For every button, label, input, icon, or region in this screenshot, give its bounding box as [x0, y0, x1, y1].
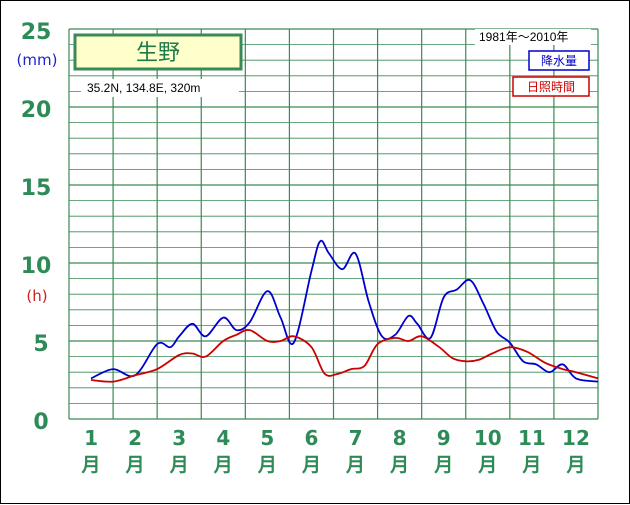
legend-sun-label: 日照時間	[527, 80, 575, 94]
period-text: 1981年〜2010年	[479, 30, 568, 44]
legend: 降水量 日照時間	[512, 50, 590, 97]
station-title: 生野	[136, 41, 180, 66]
y-tick-label-15: 15	[21, 176, 52, 201]
x-tick-label-month-suffix: 月	[521, 454, 541, 476]
x-tick-label-month-suffix: 月	[477, 454, 497, 476]
x-tick-label-month-2: 2	[128, 426, 142, 450]
y-tick-label-10: 10	[21, 254, 52, 279]
x-tick-label-month-suffix: 月	[81, 454, 101, 476]
x-tick-label-month-11: 11	[518, 426, 546, 450]
x-tick-label-month-3: 3	[172, 426, 186, 450]
series-line-sunshine	[90, 329, 599, 383]
x-tick-label-month-suffix: 月	[301, 454, 321, 476]
x-tick-label-month-suffix: 月	[433, 454, 453, 476]
legend-precip-label: 降水量	[541, 54, 577, 68]
x-tick-label-month-suffix: 月	[389, 454, 409, 476]
series-line-precipitation	[90, 239, 599, 383]
x-tick-label-month-10: 10	[474, 426, 502, 450]
x-tick-label-month-1: 1	[84, 426, 98, 450]
x-tick-label-month-suffix: 月	[565, 454, 585, 476]
x-tick-label-month-7: 7	[349, 426, 363, 450]
x-tick-label-month-suffix: 月	[125, 454, 145, 476]
precip-unit-label: (mm)	[17, 51, 58, 69]
legend-sun-box	[512, 76, 590, 97]
x-tick-label-month-suffix: 月	[257, 454, 277, 476]
x-tick-label-month-6: 6	[304, 426, 318, 450]
grid-lines	[68, 28, 599, 420]
location-text: 35.2N, 134.8E, 320m	[87, 81, 200, 95]
sunshine-unit-label: (h)	[26, 287, 47, 305]
x-tick-label-month-5: 5	[260, 426, 274, 450]
x-tick-label-month-suffix: 月	[345, 454, 365, 476]
x-tick-label-month-9: 9	[437, 426, 451, 450]
legend-precip-box	[528, 50, 590, 71]
y-tick-label-25: 25	[21, 20, 52, 45]
x-tick-label-month-8: 8	[393, 426, 407, 450]
y-tick-labels: 0 5 10 15 20 25	[21, 20, 52, 435]
x-tick-label-month-4: 4	[216, 426, 230, 450]
x-tick-label-month-12: 12	[562, 426, 590, 450]
y-tick-label-0: 0	[33, 410, 48, 435]
location-box	[81, 79, 239, 97]
y-tick-label-20: 20	[21, 98, 52, 123]
x-tick-label-month-suffix: 月	[169, 454, 189, 476]
x-tick-labels: 1 月 2 月 3 月 4 月 5 月 6 月 7 月 8 月 9 月 10 月 11 月 12 月	[81, 426, 590, 476]
period-box	[475, 29, 591, 45]
station-title-box	[73, 33, 243, 71]
x-tick-label-month-suffix: 月	[213, 454, 233, 476]
y-tick-label-5: 5	[33, 332, 48, 357]
